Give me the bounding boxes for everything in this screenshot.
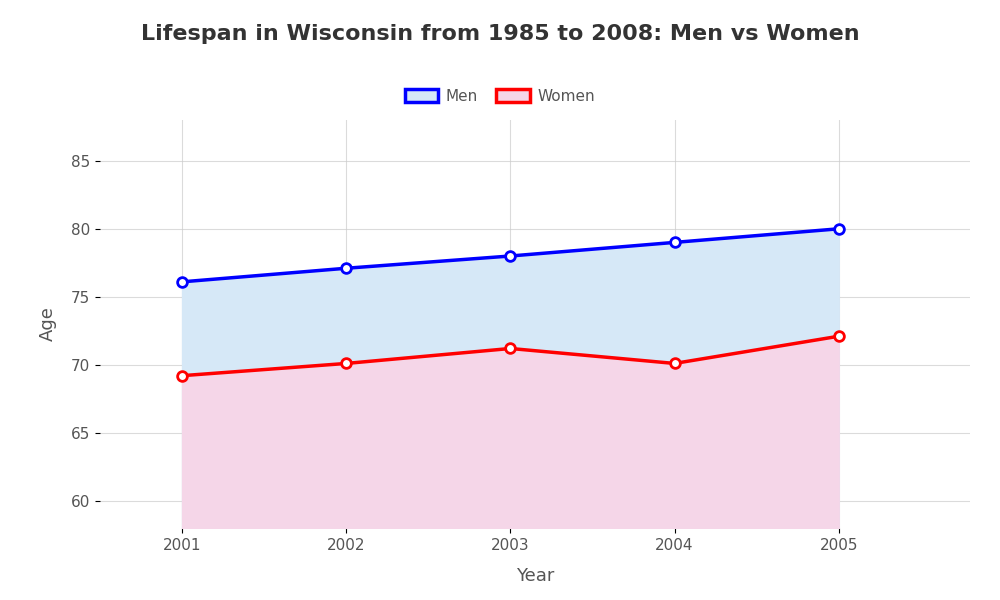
Y-axis label: Age: Age bbox=[39, 307, 57, 341]
X-axis label: Year: Year bbox=[516, 566, 554, 584]
Legend: Men, Women: Men, Women bbox=[399, 83, 601, 110]
Text: Lifespan in Wisconsin from 1985 to 2008: Men vs Women: Lifespan in Wisconsin from 1985 to 2008:… bbox=[141, 24, 859, 44]
